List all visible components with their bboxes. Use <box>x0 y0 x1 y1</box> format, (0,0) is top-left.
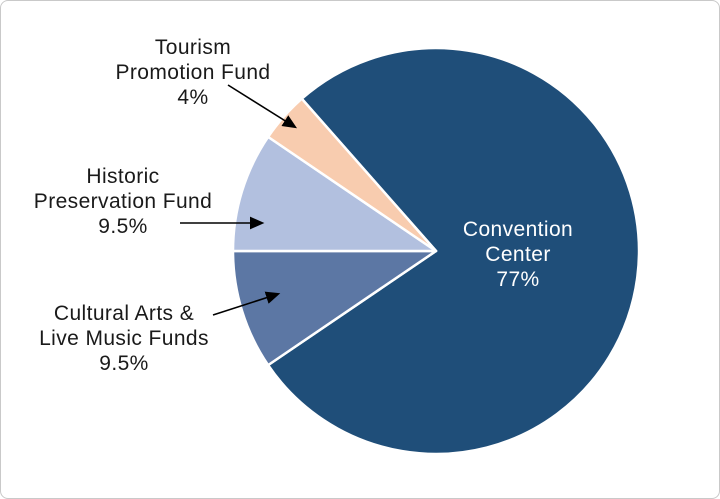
label-line: Center <box>485 243 551 266</box>
label-line: Convention <box>462 218 574 241</box>
label-value: 77% <box>496 268 540 291</box>
pie-slice-convention-center <box>266 46 641 456</box>
pie-slices-group <box>231 46 641 456</box>
label-line: Historic <box>86 165 160 188</box>
label-line: Cultural Arts & <box>53 302 195 325</box>
callout-arrows <box>180 84 298 316</box>
label-cultural-arts-live-music-funds: Cultural Arts & Live Music Funds 9.5% <box>39 301 209 376</box>
callout-arrow-tourism-promotion-fund <box>227 84 298 129</box>
label-value: 9.5% <box>98 215 148 238</box>
pie-slice-historic-preservation-fund <box>231 135 438 253</box>
label-value: 9.5% <box>99 352 149 375</box>
label-convention-center: Convention Center 77% <box>463 217 573 292</box>
callout-arrow-cultural-arts-live-music-funds <box>212 291 281 316</box>
label-line: Preservation Fund <box>33 190 213 213</box>
pie-slice-cultural-arts-live-music-funds <box>231 249 438 367</box>
label-historic-preservation-fund: Historic Preservation Fund 9.5% <box>34 164 212 239</box>
label-tourism-promotion-fund: Tourism Promotion Fund 4% <box>115 35 270 110</box>
label-line: Promotion Fund <box>115 61 271 84</box>
label-line: Live Music Funds <box>39 327 209 350</box>
label-value: 4% <box>177 86 209 109</box>
label-line: Tourism <box>154 36 232 59</box>
